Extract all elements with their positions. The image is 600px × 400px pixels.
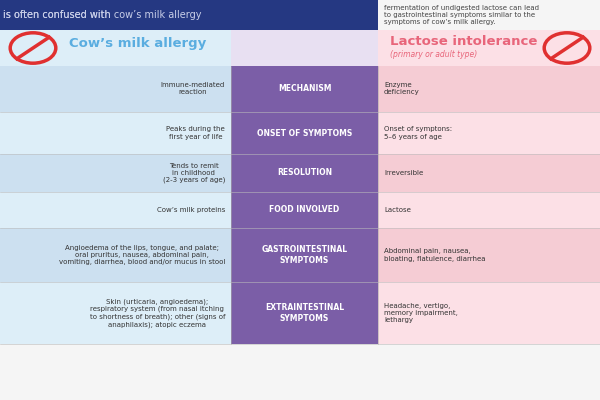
Text: Cow’s milk proteins: Cow’s milk proteins xyxy=(157,207,225,213)
Text: EXTRAINTESTINAL
SYMPTOMS: EXTRAINTESTINAL SYMPTOMS xyxy=(265,303,344,323)
Text: Cow’s milk allergy: Cow’s milk allergy xyxy=(69,37,206,50)
Text: is often confused with: is often confused with xyxy=(3,10,114,20)
Text: MECHANISM: MECHANISM xyxy=(278,84,331,94)
FancyBboxPatch shape xyxy=(231,30,378,66)
FancyBboxPatch shape xyxy=(0,66,231,112)
Text: Immune-mediated
reaction: Immune-mediated reaction xyxy=(161,82,225,96)
Text: FOOD INVOLVED: FOOD INVOLVED xyxy=(269,206,340,214)
FancyBboxPatch shape xyxy=(0,282,231,344)
FancyBboxPatch shape xyxy=(0,192,231,228)
Text: Headache, vertigo,
memory impairment,
lethargy: Headache, vertigo, memory impairment, le… xyxy=(384,303,458,323)
FancyBboxPatch shape xyxy=(231,192,378,228)
Text: Enzyme
deficiency: Enzyme deficiency xyxy=(384,82,420,96)
FancyBboxPatch shape xyxy=(378,0,600,30)
Text: fermentation of undigested lactose can lead
to gastrointestinal symptoms similar: fermentation of undigested lactose can l… xyxy=(384,5,539,25)
FancyBboxPatch shape xyxy=(378,112,600,154)
FancyBboxPatch shape xyxy=(378,66,600,112)
Text: Angioedema of the lips, tongue, and palate;
oral pruritus, nausea, abdominal pai: Angioedema of the lips, tongue, and pala… xyxy=(59,245,225,265)
FancyBboxPatch shape xyxy=(231,154,378,192)
FancyBboxPatch shape xyxy=(0,30,231,66)
Text: GASTROINTESTINAL
SYMPTOMS: GASTROINTESTINAL SYMPTOMS xyxy=(262,245,347,265)
FancyBboxPatch shape xyxy=(0,112,231,154)
FancyBboxPatch shape xyxy=(378,154,600,192)
FancyBboxPatch shape xyxy=(231,228,378,282)
Text: Skin (urticaria, angioedema);
respiratory system (from nasal itching
to shortnes: Skin (urticaria, angioedema); respirator… xyxy=(89,298,225,328)
Text: Tends to remit
in childhood
(2-3 years of age): Tends to remit in childhood (2-3 years o… xyxy=(163,163,225,183)
Text: Peaks during the
first year of life: Peaks during the first year of life xyxy=(166,126,225,140)
FancyBboxPatch shape xyxy=(231,282,378,344)
Text: Lactose: Lactose xyxy=(384,207,411,213)
FancyBboxPatch shape xyxy=(378,30,600,66)
FancyBboxPatch shape xyxy=(378,192,600,228)
Text: RESOLUTION: RESOLUTION xyxy=(277,168,332,178)
FancyBboxPatch shape xyxy=(231,66,378,112)
Text: Abdominal pain, nausea,
bloating, flatulence, diarrhea: Abdominal pain, nausea, bloating, flatul… xyxy=(384,248,485,262)
FancyBboxPatch shape xyxy=(0,0,378,30)
Text: Lactose intolerance: Lactose intolerance xyxy=(390,35,538,48)
Text: Onset of symptons:
5–6 years of age: Onset of symptons: 5–6 years of age xyxy=(384,126,452,140)
Text: ONSET OF SYMPTOMS: ONSET OF SYMPTOMS xyxy=(257,128,352,138)
Text: is often confused with cow’s milk allergy: is often confused with cow’s milk allerg… xyxy=(3,10,202,20)
FancyBboxPatch shape xyxy=(0,344,600,400)
Text: (primary or adult type): (primary or adult type) xyxy=(390,50,477,59)
FancyBboxPatch shape xyxy=(0,154,231,192)
FancyBboxPatch shape xyxy=(378,228,600,282)
FancyBboxPatch shape xyxy=(231,112,378,154)
FancyBboxPatch shape xyxy=(0,228,231,282)
Text: Irreversible: Irreversible xyxy=(384,170,423,176)
FancyBboxPatch shape xyxy=(378,282,600,344)
